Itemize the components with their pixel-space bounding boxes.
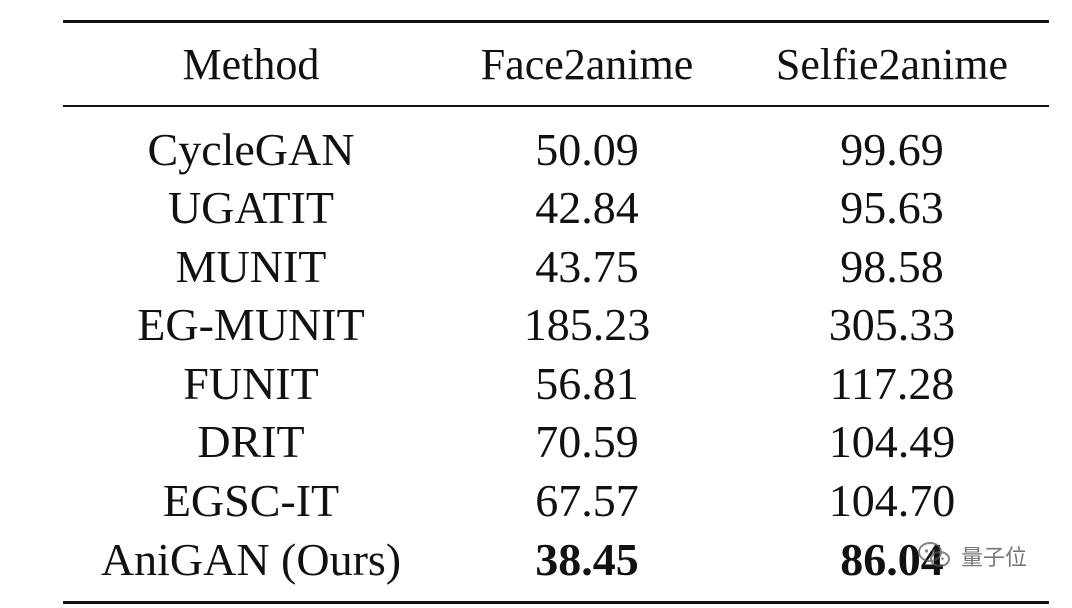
row-face2anime-cell: 42.84: [535, 182, 639, 233]
row-method-cell: EGSC-IT: [162, 475, 340, 526]
row-method-cell: CycleGAN: [147, 124, 355, 175]
row-selfie2anime-cell: 95.63: [840, 182, 944, 233]
table-header-rule: [63, 105, 1049, 107]
row-face2anime-cell: 70.59: [535, 416, 639, 467]
row-method-cell: MUNIT: [175, 241, 327, 292]
header-face2anime: Face2anime: [480, 40, 694, 89]
row-selfie2anime-cell: 305.33: [828, 299, 956, 350]
wechat-icon: [915, 536, 955, 576]
header-selfie2anime: Selfie2anime: [775, 40, 1009, 89]
row-selfie2anime-cell: 104.70: [828, 475, 956, 526]
row-method-cell: DRIT: [197, 416, 305, 467]
watermark: 量子位: [915, 536, 1027, 576]
row-selfie2anime-cell: 104.49: [828, 416, 956, 467]
row-face2anime-cell: 56.81: [535, 358, 639, 409]
row-face2anime-cell: 185.23: [523, 299, 651, 350]
row-method-cell: EG-MUNIT: [137, 299, 365, 350]
table-top-rule: [63, 20, 1049, 23]
row-method-cell: AniGAN (Ours): [100, 534, 402, 585]
row-face2anime-cell: 43.75: [535, 241, 639, 292]
row-selfie2anime-cell: 99.69: [840, 124, 944, 175]
row-selfie2anime-cell: 117.28: [829, 358, 955, 409]
row-face2anime-cell: 50.09: [535, 124, 639, 175]
header-method: Method: [182, 40, 320, 89]
table-bottom-rule: [63, 601, 1049, 604]
row-method-cell: FUNIT: [183, 358, 319, 409]
row-face2anime-cell: 67.57: [535, 475, 639, 526]
watermark-text: 量子位: [961, 546, 1028, 571]
row-face2anime-cell: 38.45: [535, 534, 639, 585]
row-selfie2anime-cell: 98.58: [840, 241, 944, 292]
results-table: Method Face2anime Selfie2anime CycleGAN …: [63, 0, 1049, 608]
row-method-cell: UGATIT: [167, 182, 335, 233]
